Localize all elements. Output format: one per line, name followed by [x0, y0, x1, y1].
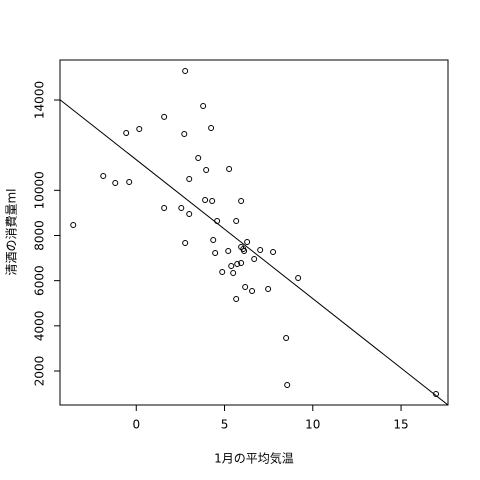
point: [178, 204, 185, 211]
point: [136, 125, 143, 132]
point: [251, 255, 258, 262]
point: [112, 179, 119, 186]
point: [181, 131, 188, 138]
point: [209, 197, 216, 204]
point: [195, 155, 202, 162]
point: [242, 283, 249, 290]
point: [238, 197, 245, 204]
point: [210, 237, 217, 244]
point: [202, 196, 209, 203]
y-tick-label: 14000: [33, 81, 47, 119]
point: [265, 286, 272, 293]
point: [182, 67, 189, 74]
x-tick-label: 5: [221, 418, 229, 432]
point: [70, 221, 77, 228]
point: [228, 262, 235, 269]
x-tick-label: 15: [393, 418, 408, 432]
point: [208, 124, 215, 131]
point: [270, 248, 277, 255]
point: [295, 274, 302, 281]
y-tick-label: 8000: [33, 220, 47, 251]
regression-line: [60, 99, 448, 405]
y-tick-label: 6000: [33, 265, 47, 296]
point: [284, 381, 291, 388]
point: [200, 103, 207, 110]
point: [123, 129, 130, 136]
point: [186, 176, 193, 183]
point: [214, 217, 221, 224]
y-axis-label: 清酒の消費量ml: [4, 188, 19, 275]
point: [100, 172, 107, 179]
y-tick-label: 10000: [33, 171, 47, 209]
point: [182, 239, 189, 246]
point: [161, 113, 168, 120]
point: [241, 247, 248, 254]
point: [233, 217, 240, 224]
point: [126, 178, 133, 185]
point: [161, 204, 168, 211]
point: [244, 238, 251, 245]
x-tick-label: 10: [305, 418, 320, 432]
point: [203, 167, 210, 174]
x-tick-label: 0: [132, 418, 140, 432]
point: [219, 268, 226, 275]
point: [226, 165, 233, 172]
point: [234, 260, 241, 267]
point: [233, 295, 240, 302]
point: [283, 335, 290, 342]
point: [212, 249, 219, 256]
point: [238, 259, 245, 266]
point: [257, 246, 264, 253]
point: [186, 211, 193, 218]
point: [432, 390, 439, 397]
point: [230, 269, 237, 276]
x-axis-label: 1月の平均気温: [214, 451, 294, 466]
point: [249, 287, 256, 294]
point: [225, 247, 232, 254]
y-tick-label: 2000: [33, 356, 47, 387]
y-tick-label: 4000: [33, 311, 47, 342]
plot-frame: [59, 59, 449, 406]
